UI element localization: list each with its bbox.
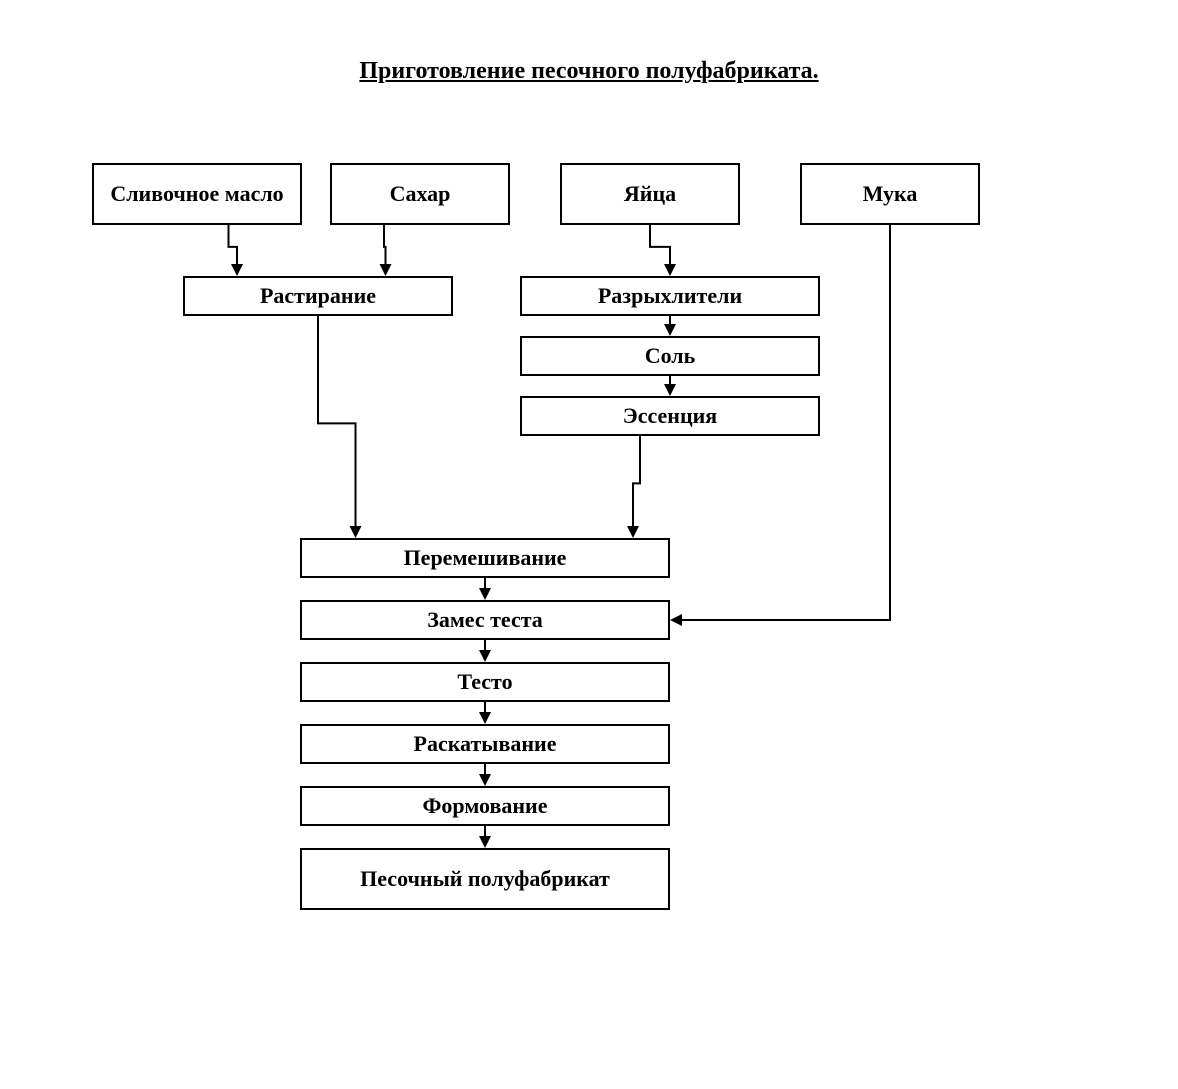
arrowhead-rub-to-mix bbox=[350, 526, 362, 538]
node-form: Формование bbox=[300, 786, 670, 826]
edge-eggs-to-leaven bbox=[650, 225, 670, 269]
node-sugar: Сахар bbox=[330, 163, 510, 225]
node-dough: Тесто bbox=[300, 662, 670, 702]
node-leaven: Разрыхлители bbox=[520, 276, 820, 316]
flowchart-page: Приготовление песочного полуфабриката. С… bbox=[0, 0, 1178, 1089]
edge-rub-to-mix bbox=[318, 316, 356, 531]
edge-essence-to-mix bbox=[633, 436, 640, 531]
node-knead: Замес теста bbox=[300, 600, 670, 640]
arrowhead-flour-to-knead bbox=[670, 614, 682, 626]
arrowhead-butter-to-rub bbox=[231, 264, 243, 276]
arrowhead-form-to-result bbox=[479, 836, 491, 848]
node-mix: Перемешивание bbox=[300, 538, 670, 578]
arrowhead-roll-to-form bbox=[479, 774, 491, 786]
arrowhead-eggs-to-leaven bbox=[664, 264, 676, 276]
arrowhead-knead-to-dough bbox=[479, 650, 491, 662]
node-essence: Эссенция bbox=[520, 396, 820, 436]
arrowhead-leaven-to-salt bbox=[664, 324, 676, 336]
edge-sugar-to-rub bbox=[384, 225, 386, 269]
node-rub: Растирание bbox=[183, 276, 453, 316]
arrowhead-mix-to-knead bbox=[479, 588, 491, 600]
arrowhead-sugar-to-rub bbox=[380, 264, 392, 276]
arrowhead-dough-to-roll bbox=[479, 712, 491, 724]
node-eggs: Яйца bbox=[560, 163, 740, 225]
node-butter: Сливочное масло bbox=[92, 163, 302, 225]
arrowhead-essence-to-mix bbox=[627, 526, 639, 538]
edge-butter-to-rub bbox=[229, 225, 238, 269]
node-roll: Раскатывание bbox=[300, 724, 670, 764]
node-result: Песочный полуфабрикат bbox=[300, 848, 670, 910]
arrowhead-salt-to-essence bbox=[664, 384, 676, 396]
node-salt: Соль bbox=[520, 336, 820, 376]
node-flour: Мука bbox=[800, 163, 980, 225]
diagram-title: Приготовление песочного полуфабриката. bbox=[0, 58, 1178, 85]
